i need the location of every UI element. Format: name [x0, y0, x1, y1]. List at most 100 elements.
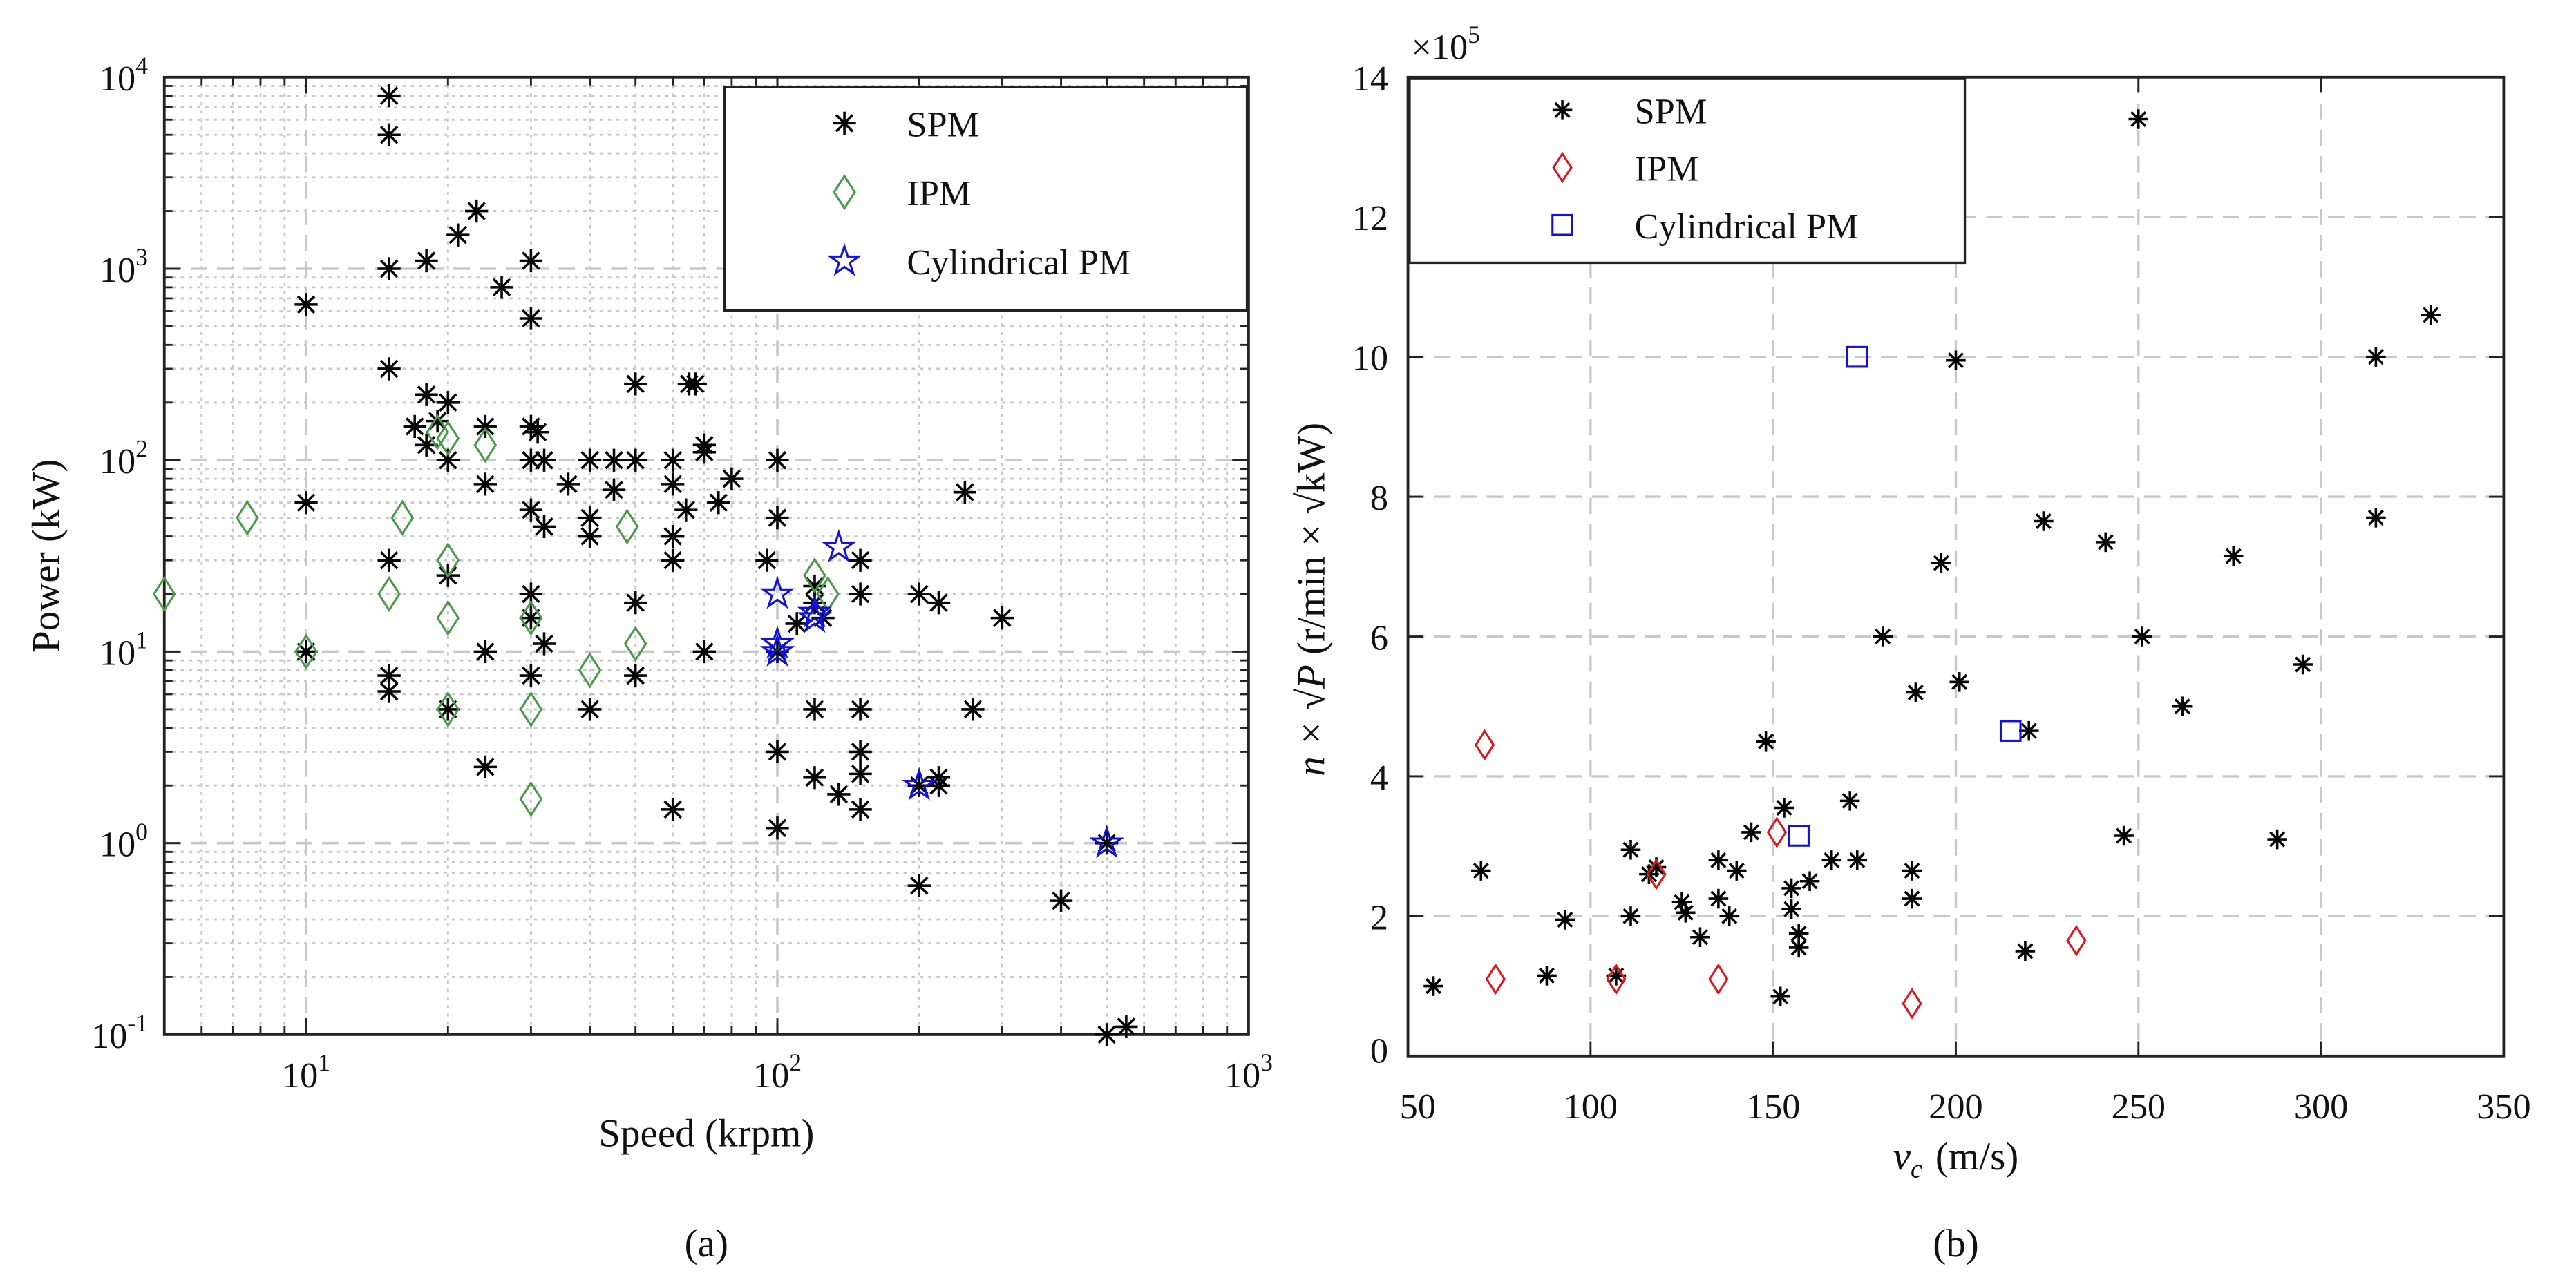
marker-stroke [1052, 891, 1070, 910]
data-point-ipm [578, 652, 602, 689]
data-point-spm [519, 498, 543, 522]
marker-stroke [535, 634, 553, 653]
marker-stroke [1648, 859, 1665, 876]
xlabel-var: v [1893, 1135, 1911, 1178]
chart-b: 50 100 150 200 250 300 350 0 2 4 6 8 10 12 14 ×105 vc (m/… [1289, 21, 2530, 1265]
marker-stroke [522, 450, 540, 470]
marker-stroke [1554, 102, 1571, 118]
data-point-spm [1708, 888, 1729, 909]
ylabel-left: n × √P [1289, 664, 1333, 776]
y-axis-label: Power (kW) [25, 459, 68, 653]
marker-stroke [929, 776, 948, 795]
marker-stroke [663, 551, 682, 570]
marker-stroke [2134, 628, 2150, 645]
data-point-ipm [1646, 858, 1667, 890]
marker-stroke [2269, 831, 2286, 848]
marker-stroke [1677, 904, 1694, 921]
data-point-ipm [1902, 988, 1922, 1020]
data-point-spm [602, 448, 626, 472]
data-point-spm [436, 448, 460, 472]
ylabel-unit: (r/min × √kW) [1289, 423, 1333, 655]
data-point-spm [532, 448, 556, 472]
data-point-spm [707, 491, 730, 515]
marker-stroke [709, 493, 728, 512]
marker-stroke [439, 700, 457, 719]
marker-stroke [1557, 911, 1573, 928]
data-point-spm [1781, 899, 1801, 919]
marker-stroke [851, 743, 870, 761]
marker-stroke [1841, 792, 1858, 809]
marker-stroke [605, 480, 623, 499]
data-point-ipm [519, 600, 543, 636]
data-point-ipm [833, 174, 856, 211]
data-points [152, 84, 1138, 1046]
data-point-spm [827, 783, 851, 806]
data-point-spm [785, 612, 808, 635]
y-tick-label: 14 [1352, 59, 1388, 99]
data-point-spm [1676, 903, 1696, 923]
data-point-spm [692, 640, 716, 664]
marker-stroke [476, 758, 495, 776]
data-point-spm [519, 606, 543, 630]
data-point-spm [661, 472, 685, 496]
marker-stroke [1472, 863, 1489, 879]
data-point-ipm [816, 575, 840, 613]
marker-stroke [1674, 894, 1690, 910]
marker-stroke [379, 359, 399, 379]
marker-stroke [1790, 939, 1807, 956]
data-point-spm [803, 766, 826, 790]
data-point-spm [2015, 941, 2036, 961]
data-point-spm [1471, 861, 1491, 881]
marker-stroke [2020, 723, 2037, 739]
marker-stroke [476, 475, 495, 494]
data-point-cylindrical [901, 767, 937, 801]
tick-base: 10 [100, 441, 135, 481]
marker-stroke [2423, 307, 2439, 323]
x-tick-label: 50 [1400, 1087, 1436, 1127]
marker-stroke [476, 642, 495, 661]
marker-stroke [1783, 880, 1800, 897]
data-point-ipm [436, 420, 460, 457]
marker-stroke [379, 86, 399, 105]
marker-stroke [626, 666, 645, 685]
data-point-spm [1620, 839, 1641, 860]
tick-exponent: 2 [135, 434, 148, 462]
legend-label: SPM [907, 104, 979, 144]
marker-stroke [296, 642, 316, 661]
data-point-spm [473, 414, 497, 439]
marker-stroke [676, 500, 696, 519]
data-point-spm [446, 223, 470, 247]
marker-stroke [757, 551, 777, 570]
data-point-spm [692, 441, 716, 464]
y-multiplier: ×105 [1411, 21, 1480, 68]
data-point-spm [1620, 906, 1641, 926]
marker-stroke [522, 584, 540, 604]
data-point-spm [1423, 976, 1443, 996]
marker-stroke [626, 450, 645, 470]
data-point-spm [1847, 850, 1868, 870]
marker-stroke [1622, 908, 1639, 924]
marker-stroke [1947, 352, 1964, 369]
data-point-spm [415, 383, 438, 406]
data-point-spm [1946, 350, 1966, 370]
x-tick-label: 150 [1746, 1087, 1800, 1127]
marker-stroke [580, 450, 599, 470]
marker-stroke [1875, 628, 1891, 645]
marker-stroke [1743, 824, 1759, 841]
data-point-spm [953, 481, 977, 504]
data-point-spm [436, 698, 460, 721]
data-point-spm [377, 257, 401, 280]
data-point-cylindrical [759, 575, 795, 609]
marker-stroke [768, 743, 787, 761]
marker-stroke [851, 765, 870, 783]
data-point-spm [1727, 861, 1747, 881]
marker-stroke [379, 666, 399, 685]
data-point-spm [766, 816, 789, 840]
tick-base: 10 [100, 633, 135, 673]
data-point-spm [1902, 888, 1922, 909]
data-point-spm [624, 448, 647, 472]
marker-stroke [1849, 852, 1866, 868]
marker-stroke [929, 593, 948, 612]
marker-stroke [467, 202, 486, 220]
marker-stroke [522, 251, 540, 270]
